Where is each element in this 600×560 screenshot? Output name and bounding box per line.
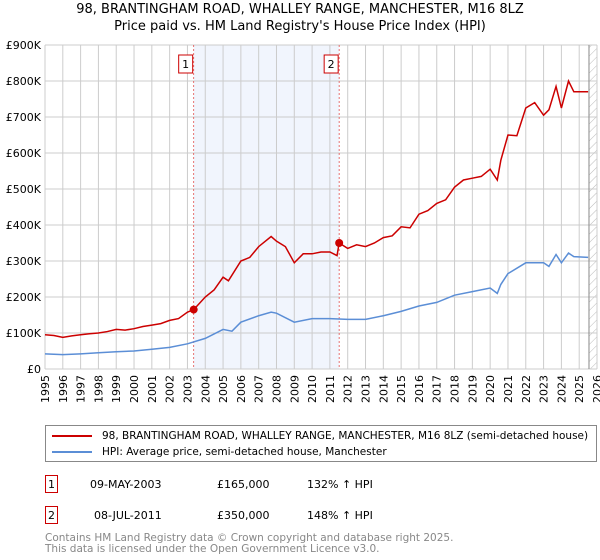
x-tick-label: 2008 (270, 375, 283, 403)
x-tick-label: 2016 (413, 375, 426, 403)
x-tick-label: 2005 (217, 375, 230, 403)
x-tick-label: 1997 (75, 375, 88, 403)
x-tick-label: 2012 (342, 375, 355, 403)
chart-subtitle: Price paid vs. HM Land Registry's House … (114, 19, 486, 34)
footer: Contains HM Land Registry data © Crown c… (45, 533, 453, 555)
sale-point (335, 239, 344, 247)
y-tick-label: £200K (6, 291, 42, 304)
y-tick-label: £0 (27, 363, 41, 376)
sale-date: 09-MAY-2003 (90, 478, 162, 491)
x-tick-label: 2010 (306, 375, 319, 403)
hpi-line (44, 252, 589, 356)
sale-marker-box (323, 54, 339, 74)
y-tick-label: £800K (6, 75, 42, 88)
y-tick-label: £500K (6, 183, 42, 196)
sale-point (189, 305, 198, 314)
x-tick-label: 2017 (431, 375, 444, 403)
legend-hpi-swatch (52, 451, 92, 453)
sale-hpi: 148% ↑ HPI (307, 509, 373, 522)
x-tick-label: 2015 (395, 375, 408, 403)
x-tick-label: 1996 (57, 375, 70, 403)
x-tick-label: 2007 (253, 375, 266, 403)
legend: 98, BRANTINGHAM ROAD, WHALLEY RANGE, MAN… (45, 425, 597, 462)
legend-hpi-label: HPI: Average price, semi-detached house,… (102, 446, 387, 458)
sale-marker-label: 1 (182, 58, 189, 71)
y-tick-label: £100K (6, 327, 42, 340)
x-tick-label: 2009 (288, 375, 301, 403)
sale-marker-label: 2 (328, 58, 335, 71)
sale-price: £350,000 (217, 509, 270, 522)
y-tick-label: £400K (6, 219, 42, 232)
x-tick-label: 2024 (555, 375, 568, 403)
sale-marker-box (178, 54, 194, 74)
x-tick-label: 2000 (128, 375, 141, 403)
x-tick-label: 2025 (573, 375, 586, 403)
y-tick-label: £600K (6, 147, 42, 160)
x-tick-label: 2006 (235, 375, 248, 403)
sale-row: 2 08-JUL-2011 £350,000 148% ↑ HPI (45, 506, 445, 526)
x-tick-label: 2021 (502, 375, 515, 403)
ownership-period-shade (193, 45, 340, 369)
x-tick-label: 2002 (164, 375, 177, 403)
x-tick-label: 1995 (39, 375, 52, 403)
x-tick-label: 2011 (324, 375, 337, 403)
x-tick-label: 1999 (110, 375, 123, 403)
legend-property-swatch (52, 435, 92, 437)
footer-licence: This data is licensed under the Open Gov… (45, 543, 380, 555)
x-tick-label: 2022 (520, 375, 533, 403)
y-tick-label: £900K (6, 39, 42, 52)
x-tick-label: 2018 (449, 375, 462, 403)
x-tick-label: 2003 (181, 375, 194, 403)
footer-copyright: Contains HM Land Registry data © Crown c… (45, 532, 454, 544)
forecast-hatch (588, 45, 597, 369)
x-tick-label: 2020 (484, 375, 497, 403)
legend-property-label: 98, BRANTINGHAM ROAD, WHALLEY RANGE, MAN… (102, 430, 589, 442)
property-price-line (44, 78, 589, 339)
x-tick-label: 2019 (466, 375, 479, 403)
sale-date: 08-JUL-2011 (94, 509, 162, 522)
price-chart: 1995 1996 1997 1998 1999 2000 2001 2002 2003 2004… (6, 39, 600, 403)
x-tick-label: 2013 (360, 375, 373, 403)
sale-badge: 1 (45, 475, 58, 493)
x-tick-label: 2026 (591, 375, 600, 403)
x-tick-label: 2004 (199, 375, 212, 403)
x-tick-label: 2014 (377, 375, 390, 403)
sale-hpi: 132% ↑ HPI (307, 478, 373, 491)
x-tick-label: 2001 (146, 375, 159, 403)
x-tick-label: 1998 (92, 375, 105, 403)
sale-badge: 2 (45, 506, 58, 524)
x-tick-label: 2023 (538, 375, 551, 403)
chart-title: 98, BRANTINGHAM ROAD, WHALLEY RANGE, MAN… (76, 2, 524, 17)
sale-row: 1 09-MAY-2003 £165,000 132% ↑ HPI (45, 475, 445, 495)
y-tick-label: £700K (6, 111, 42, 124)
y-tick-label: £300K (6, 255, 42, 268)
sale-price: £165,000 (217, 478, 270, 491)
